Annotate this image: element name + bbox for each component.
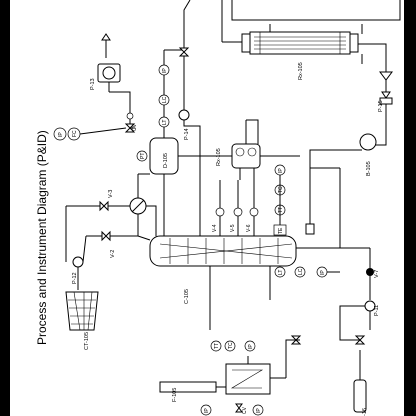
svg-text:PT: PT — [140, 153, 146, 159]
instrument-cv-2: CV — [235, 403, 248, 414]
tank-16: -16 — [353, 350, 368, 416]
svg-text:TT: TT — [278, 207, 284, 213]
svg-text:CT-105: CT-105 — [84, 332, 90, 350]
svg-text:TC: TC — [228, 342, 234, 349]
svg-text:IP: IP — [256, 408, 262, 413]
instrument-lc-1: LC — [158, 94, 170, 106]
svg-text:V-3: V-3 — [108, 190, 114, 198]
pump-p-13: P-13 — [90, 33, 135, 129]
instrument-ip-3: IP — [274, 164, 286, 176]
svg-text:V-2: V-2 — [110, 250, 116, 258]
svg-text:LC: LC — [162, 96, 168, 103]
svg-text:IP: IP — [278, 168, 284, 173]
furnace-f-105: F-105 — [159, 290, 302, 402]
instrument-ip-4: IP — [316, 266, 328, 278]
cooling-tower-ct-105: CT-105 — [65, 291, 99, 350]
svg-text:IP: IP — [204, 408, 210, 413]
instrument-ip-1: IP — [158, 64, 170, 76]
exchanger-left — [129, 173, 157, 241]
blower-b-105: B-105 — [309, 133, 377, 230]
column-c-105: C-105 — [149, 196, 341, 304]
rx105-label: Rx-105 — [298, 62, 304, 80]
svg-text:TE: TE — [278, 227, 284, 234]
c105-label: C-105 — [184, 289, 190, 304]
cv-label: CV — [132, 123, 138, 131]
instrument-lc-2: LC — [294, 266, 306, 278]
instrument-pt-1: PT — [136, 150, 148, 162]
svg-text:LT: LT — [278, 270, 284, 275]
svg-text:V-6: V-6 — [246, 224, 252, 232]
instrument-lt-1: LT — [158, 116, 170, 128]
reactor-rx-105: Rx-105 — [221, 0, 401, 80]
instrument-ip-7: IP — [252, 404, 264, 416]
svg-text:LT: LT — [162, 120, 168, 125]
b105-label: B-105 — [366, 161, 372, 176]
svg-text:-16: -16 — [362, 408, 368, 416]
svg-text:V-4: V-4 — [212, 224, 218, 232]
svg-text:P-11: P-11 — [374, 305, 380, 316]
instrument-tc-2: TC — [224, 340, 236, 352]
control-valve-cv: CV — [124, 112, 138, 133]
instrument-tt-2: TT — [210, 340, 222, 352]
svg-text:TC: TC — [278, 186, 284, 193]
sight-glass — [305, 223, 315, 235]
svg-text:IP: IP — [248, 344, 254, 349]
diagram-sheet: Process and Instrument Diagram (P&ID) Rx… — [10, 0, 404, 416]
p14-label: P-14 — [184, 128, 190, 140]
svg-text:IP: IP — [58, 132, 64, 137]
svg-text:IP: IP — [162, 68, 168, 73]
valve-v-3: V-3 — [66, 190, 130, 212]
d105-label: D-105 — [163, 153, 169, 168]
instrument-lt-2: LT — [274, 266, 286, 278]
instrument-ip-5: IP — [244, 340, 256, 352]
pump-p-11: P-11 — [339, 300, 380, 345]
instrument-fc-1: FC — [67, 127, 81, 141]
valve-v-2: V-2 — [86, 230, 138, 258]
svg-text:P-12: P-12 — [72, 272, 78, 284]
instrument-te-1: TE — [273, 224, 287, 236]
pump-p-12: P-12 — [65, 206, 87, 290]
valve-v-5: V-5 — [230, 180, 243, 236]
svg-text:LC: LC — [298, 268, 304, 275]
svg-text:TT: TT — [214, 343, 220, 349]
pump-p-15: P-15 — [374, 70, 393, 146]
pid-diagram: Process and Instrument Diagram (P&ID) Rx… — [35, 0, 401, 416]
svg-text:V-7: V-7 — [374, 270, 380, 278]
svg-text:IP: IP — [320, 270, 326, 275]
p15-label: P-15 — [378, 100, 384, 112]
instrument-ip-2: IP — [53, 127, 67, 141]
p13-label: P-13 — [90, 78, 96, 90]
svg-text:CV: CV — [242, 406, 248, 414]
valve-v-4: V-4 — [212, 180, 225, 236]
instrument-ip-6: IP — [200, 404, 212, 416]
svg-text:FC: FC — [72, 130, 78, 137]
diagram-title: Process and Instrument Diagram (P&ID) — [35, 130, 49, 345]
svg-text:V-5: V-5 — [230, 224, 236, 232]
valve-v-6: V-6 — [246, 200, 259, 236]
svg-text:F-105: F-105 — [172, 388, 178, 402]
rx105b-label: Rx-105 — [216, 148, 222, 166]
valve-v-7: V-7 — [340, 247, 380, 300]
